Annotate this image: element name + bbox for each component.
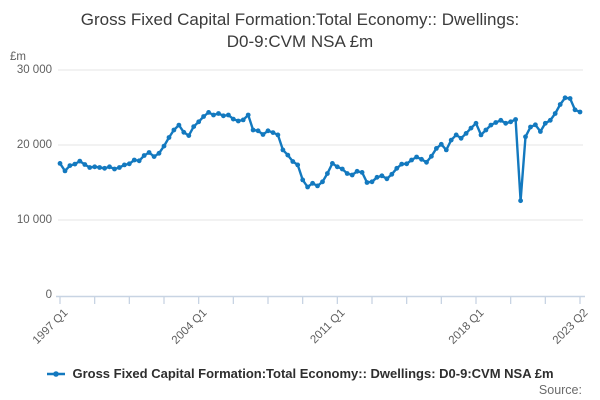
y-tick-label-20000: 20 000 — [16, 139, 52, 151]
legend-series-marker-icon — [47, 370, 66, 377]
source-label: Source: — [538, 383, 582, 397]
y-tick-label-10000: 10 000 — [16, 214, 52, 226]
y-axis-unit-label: £m — [10, 51, 26, 63]
legend: Gross Fixed Capital Formation:Total Econ… — [0, 366, 600, 381]
chart-title-line2: D0-9:CVM NSA £m — [226, 32, 374, 51]
chart-title-line1: Gross Fixed Capital Formation:Total Econ… — [80, 10, 520, 29]
chart-title: Gross Fixed Capital Formation:Total Econ… — [0, 9, 600, 53]
legend-series-label[interactable]: Gross Fixed Capital Formation:Total Econ… — [72, 366, 554, 381]
y-tick-label-0: 0 — [45, 289, 52, 301]
y-tick-label-30000: 30 000 — [16, 64, 52, 76]
